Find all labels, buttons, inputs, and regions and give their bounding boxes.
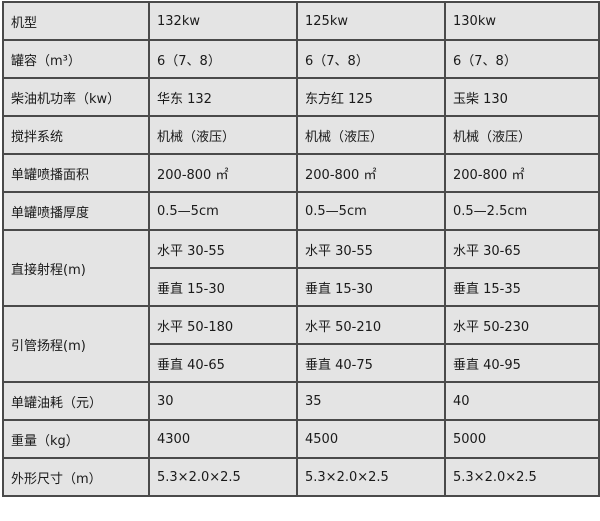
table-cell: 130kw bbox=[444, 1, 600, 41]
table-row: 单罐喷播面积 200-800 ㎡ 200-800 ㎡ 200-800 ㎡ bbox=[2, 153, 600, 193]
row-label: 单罐喷播厚度 bbox=[2, 191, 150, 231]
row-label: 机型 bbox=[2, 1, 150, 41]
table-row: 搅拌系统 机械（液压） 机械（液压） 机械（液压） bbox=[2, 115, 600, 155]
table-row: 罐容（m³） 6（7、8） 6（7、8） 6（7、8） bbox=[2, 39, 600, 79]
table-cell: 垂直 15-35 bbox=[444, 267, 600, 307]
table-cell: 200-800 ㎡ bbox=[148, 153, 298, 193]
row-label: 搅拌系统 bbox=[2, 115, 150, 155]
row-label: 外形尺寸（m） bbox=[2, 457, 150, 497]
table-cell: 华东 132 bbox=[148, 77, 298, 117]
table-cell: 机械（液压） bbox=[444, 115, 600, 155]
table-cell: 0.5—5cm bbox=[296, 191, 446, 231]
row-label: 引管扬程(m) bbox=[2, 305, 150, 383]
table-row: 垂直 40-65 垂直 40-75 垂直 40-95 bbox=[3, 343, 600, 383]
table-cell: 垂直 40-65 bbox=[148, 343, 298, 383]
table-cell: 4300 bbox=[148, 419, 298, 459]
table-cell: 水平 50-180 bbox=[148, 305, 298, 345]
table-cell: 6（7、8） bbox=[296, 39, 446, 79]
table-cell: 5000 bbox=[444, 419, 600, 459]
table-cell: 垂直 40-95 bbox=[444, 343, 600, 383]
spec-table: 机型 132kw 125kw 130kw 罐容（m³） 6（7、8） 6（7、8） 6（7、8… bbox=[2, 1, 600, 497]
row-label: 柴油机功率（kw） bbox=[2, 77, 150, 117]
row-label: 直接射程(m) bbox=[2, 229, 150, 307]
table-cell: 200-800 ㎡ bbox=[444, 153, 600, 193]
table-cell: 5.3×2.0×2.5 bbox=[296, 457, 446, 497]
table-cell: 35 bbox=[296, 381, 446, 421]
table-cell: 垂直 15-30 bbox=[296, 267, 446, 307]
table-cell: 机械（液压） bbox=[296, 115, 446, 155]
table-row: 柴油机功率（kw） 华东 132 东方红 125 玉柴 130 bbox=[2, 77, 600, 117]
table-cell: 5.3×2.0×2.5 bbox=[444, 457, 600, 497]
table-row: 单罐喷播厚度 0.5—5cm 0.5—5cm 0.5—2.5cm bbox=[2, 191, 600, 231]
table-cell: 6（7、8） bbox=[148, 39, 298, 79]
table-cell: 垂直 15-30 bbox=[148, 267, 298, 307]
table-cell: 水平 30-55 bbox=[148, 229, 298, 269]
table-cell: 水平 30-55 bbox=[296, 229, 446, 269]
table-cell: 机械（液压） bbox=[148, 115, 298, 155]
table-cell: 水平 50-230 bbox=[444, 305, 600, 345]
table-row: 单罐油耗（元） 30 35 40 bbox=[2, 381, 600, 421]
table-row: 垂直 15-30 垂直 15-30 垂直 15-35 bbox=[3, 267, 600, 307]
table-cell: 200-800 ㎡ bbox=[296, 153, 446, 193]
table-cell: 玉柴 130 bbox=[444, 77, 600, 117]
table-cell: 水平 30-65 bbox=[444, 229, 600, 269]
table-cell: 30 bbox=[148, 381, 298, 421]
table-row: 重量（kg） 4300 4500 5000 bbox=[2, 419, 600, 459]
row-label: 单罐喷播面积 bbox=[2, 153, 150, 193]
table-cell: 132kw bbox=[148, 1, 298, 41]
table-cell: 5.3×2.0×2.5 bbox=[148, 457, 298, 497]
table-row: 引管扬程(m) 水平 50-180 水平 50-210 水平 50-230 bbox=[2, 305, 600, 383]
table-cell: 125kw bbox=[296, 1, 446, 41]
table-cell: 水平 50-210 bbox=[296, 305, 446, 345]
row-label: 罐容（m³） bbox=[2, 39, 150, 79]
table-cell: 40 bbox=[444, 381, 600, 421]
table-cell: 4500 bbox=[296, 419, 446, 459]
table-row: 直接射程(m) 水平 30-55 水平 30-55 水平 30-65 bbox=[2, 229, 600, 307]
row-label: 单罐油耗（元） bbox=[2, 381, 150, 421]
table-cell: 0.5—5cm bbox=[148, 191, 298, 231]
table-row: 机型 132kw 125kw 130kw bbox=[2, 1, 600, 41]
table-row: 外形尺寸（m） 5.3×2.0×2.5 5.3×2.0×2.5 5.3×2.0×2.5 bbox=[2, 457, 600, 497]
table-cell: 垂直 40-75 bbox=[296, 343, 446, 383]
table-cell: 6（7、8） bbox=[444, 39, 600, 79]
spec-table-body: 机型 132kw 125kw 130kw 罐容（m³） 6（7、8） 6（7、8） 6（7、8… bbox=[2, 1, 600, 497]
row-label: 重量（kg） bbox=[2, 419, 150, 459]
table-cell: 0.5—2.5cm bbox=[444, 191, 600, 231]
table-cell: 东方红 125 bbox=[296, 77, 446, 117]
